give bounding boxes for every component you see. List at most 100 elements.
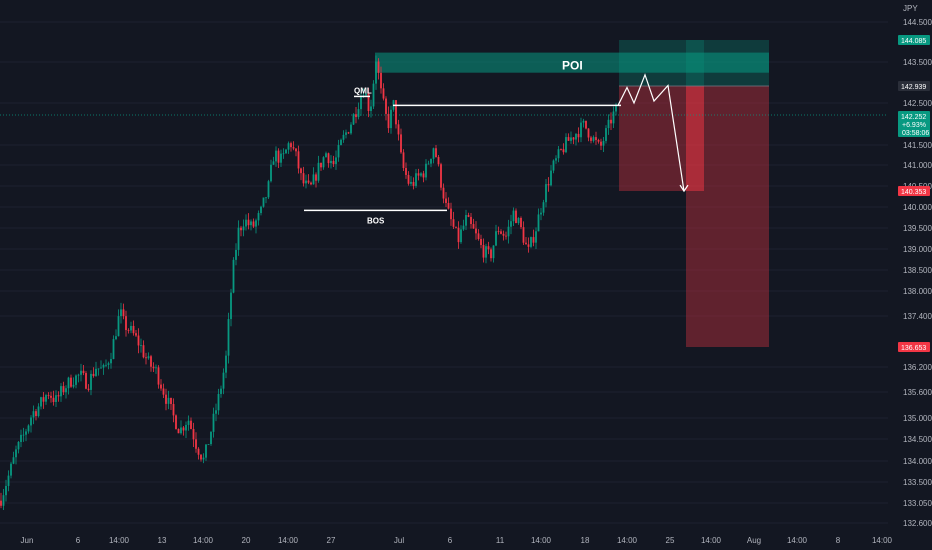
candle-body <box>572 137 575 140</box>
y-tick-label: 143.500 <box>903 58 932 67</box>
candle-body <box>380 72 382 89</box>
y-tick-label: 141.000 <box>903 161 932 170</box>
candle <box>67 376 70 395</box>
candle-body <box>580 122 582 138</box>
candle <box>90 370 92 396</box>
candle <box>540 208 542 221</box>
candle-body <box>210 431 212 445</box>
candle-body <box>360 96 362 110</box>
candle <box>397 119 400 141</box>
candle <box>460 225 462 244</box>
candle-body <box>167 397 170 404</box>
x-axis[interactable]: Jun 6 14:00 13 14:00 20 14:00 27 Jul 6 11 14:00 18 14… <box>21 536 893 545</box>
candle <box>270 159 272 183</box>
candle-body <box>390 109 392 129</box>
candle-body <box>452 219 455 227</box>
candle-body <box>190 420 192 429</box>
candle <box>110 352 112 369</box>
candle <box>65 385 67 399</box>
candle <box>30 415 32 433</box>
candle <box>367 88 370 118</box>
candle <box>480 234 482 249</box>
candle <box>530 236 532 249</box>
candle-body <box>140 345 142 347</box>
candle <box>132 320 135 336</box>
projection-path <box>617 73 689 193</box>
candle <box>232 257 235 294</box>
candle-body <box>112 339 115 360</box>
candle-body <box>245 219 247 227</box>
candle <box>205 443 207 461</box>
candle-body <box>95 368 97 377</box>
candle <box>432 147 435 164</box>
candle-body <box>295 148 297 152</box>
candle <box>17 440 20 454</box>
y-tick-label: 144.500 <box>903 18 932 27</box>
candle-body <box>310 182 312 185</box>
candle <box>567 133 570 141</box>
candle <box>162 383 165 399</box>
candle-body <box>485 246 487 258</box>
candle <box>62 381 65 395</box>
candle-body <box>75 375 77 385</box>
candle <box>380 66 382 94</box>
candle-body <box>412 181 415 186</box>
candle <box>70 374 72 388</box>
candle-body <box>47 395 50 396</box>
y-tick-label: 137.400 <box>903 312 932 321</box>
candle <box>587 128 590 142</box>
candle <box>195 432 197 453</box>
x-tick-label: 13 <box>158 536 167 545</box>
candle-body <box>320 162 322 168</box>
candle-body <box>212 413 215 432</box>
candle <box>472 218 475 229</box>
candle <box>305 174 307 189</box>
candle-body <box>77 374 80 376</box>
candle-body <box>597 139 600 142</box>
x-tick-label: 6 <box>76 536 81 545</box>
candle-body <box>55 395 57 403</box>
candle-body <box>42 397 45 402</box>
candle <box>455 226 457 229</box>
candle <box>522 221 525 246</box>
candle <box>497 226 500 235</box>
price-badge-label: 144.085 <box>901 38 926 45</box>
candle-body <box>110 359 112 364</box>
candle-body <box>347 132 350 134</box>
candle <box>105 359 107 368</box>
candle <box>20 429 22 448</box>
x-tick-label: 14:00 <box>617 536 638 545</box>
candle <box>452 211 455 230</box>
candle-body <box>280 153 282 163</box>
candle <box>115 329 117 341</box>
candle-body <box>550 170 552 186</box>
candle-body <box>72 384 75 387</box>
candle-body <box>262 197 265 207</box>
x-tick-label: Jul <box>394 536 404 545</box>
candle <box>442 183 445 204</box>
candle <box>235 243 237 266</box>
price-badge-label: 140.353 <box>901 189 926 196</box>
candle-body <box>115 336 117 340</box>
candle <box>537 208 540 232</box>
candle-body <box>7 475 10 486</box>
candle <box>255 218 257 234</box>
candle <box>402 149 405 171</box>
x-tick-label: 14:00 <box>872 536 893 545</box>
x-tick-label: 6 <box>448 536 453 545</box>
candle-body <box>577 133 580 138</box>
candle <box>515 208 517 224</box>
candle <box>100 360 102 369</box>
y-tick-label: 134.000 <box>903 457 932 466</box>
candle-body <box>265 197 267 199</box>
candle-body <box>80 370 82 375</box>
candle <box>377 58 380 80</box>
candle <box>467 212 470 218</box>
candle-body <box>275 150 277 162</box>
candle-body <box>292 147 295 149</box>
candle <box>427 160 430 165</box>
candle <box>457 221 460 249</box>
qml-label: QML <box>354 86 372 95</box>
candle-body <box>302 173 305 184</box>
